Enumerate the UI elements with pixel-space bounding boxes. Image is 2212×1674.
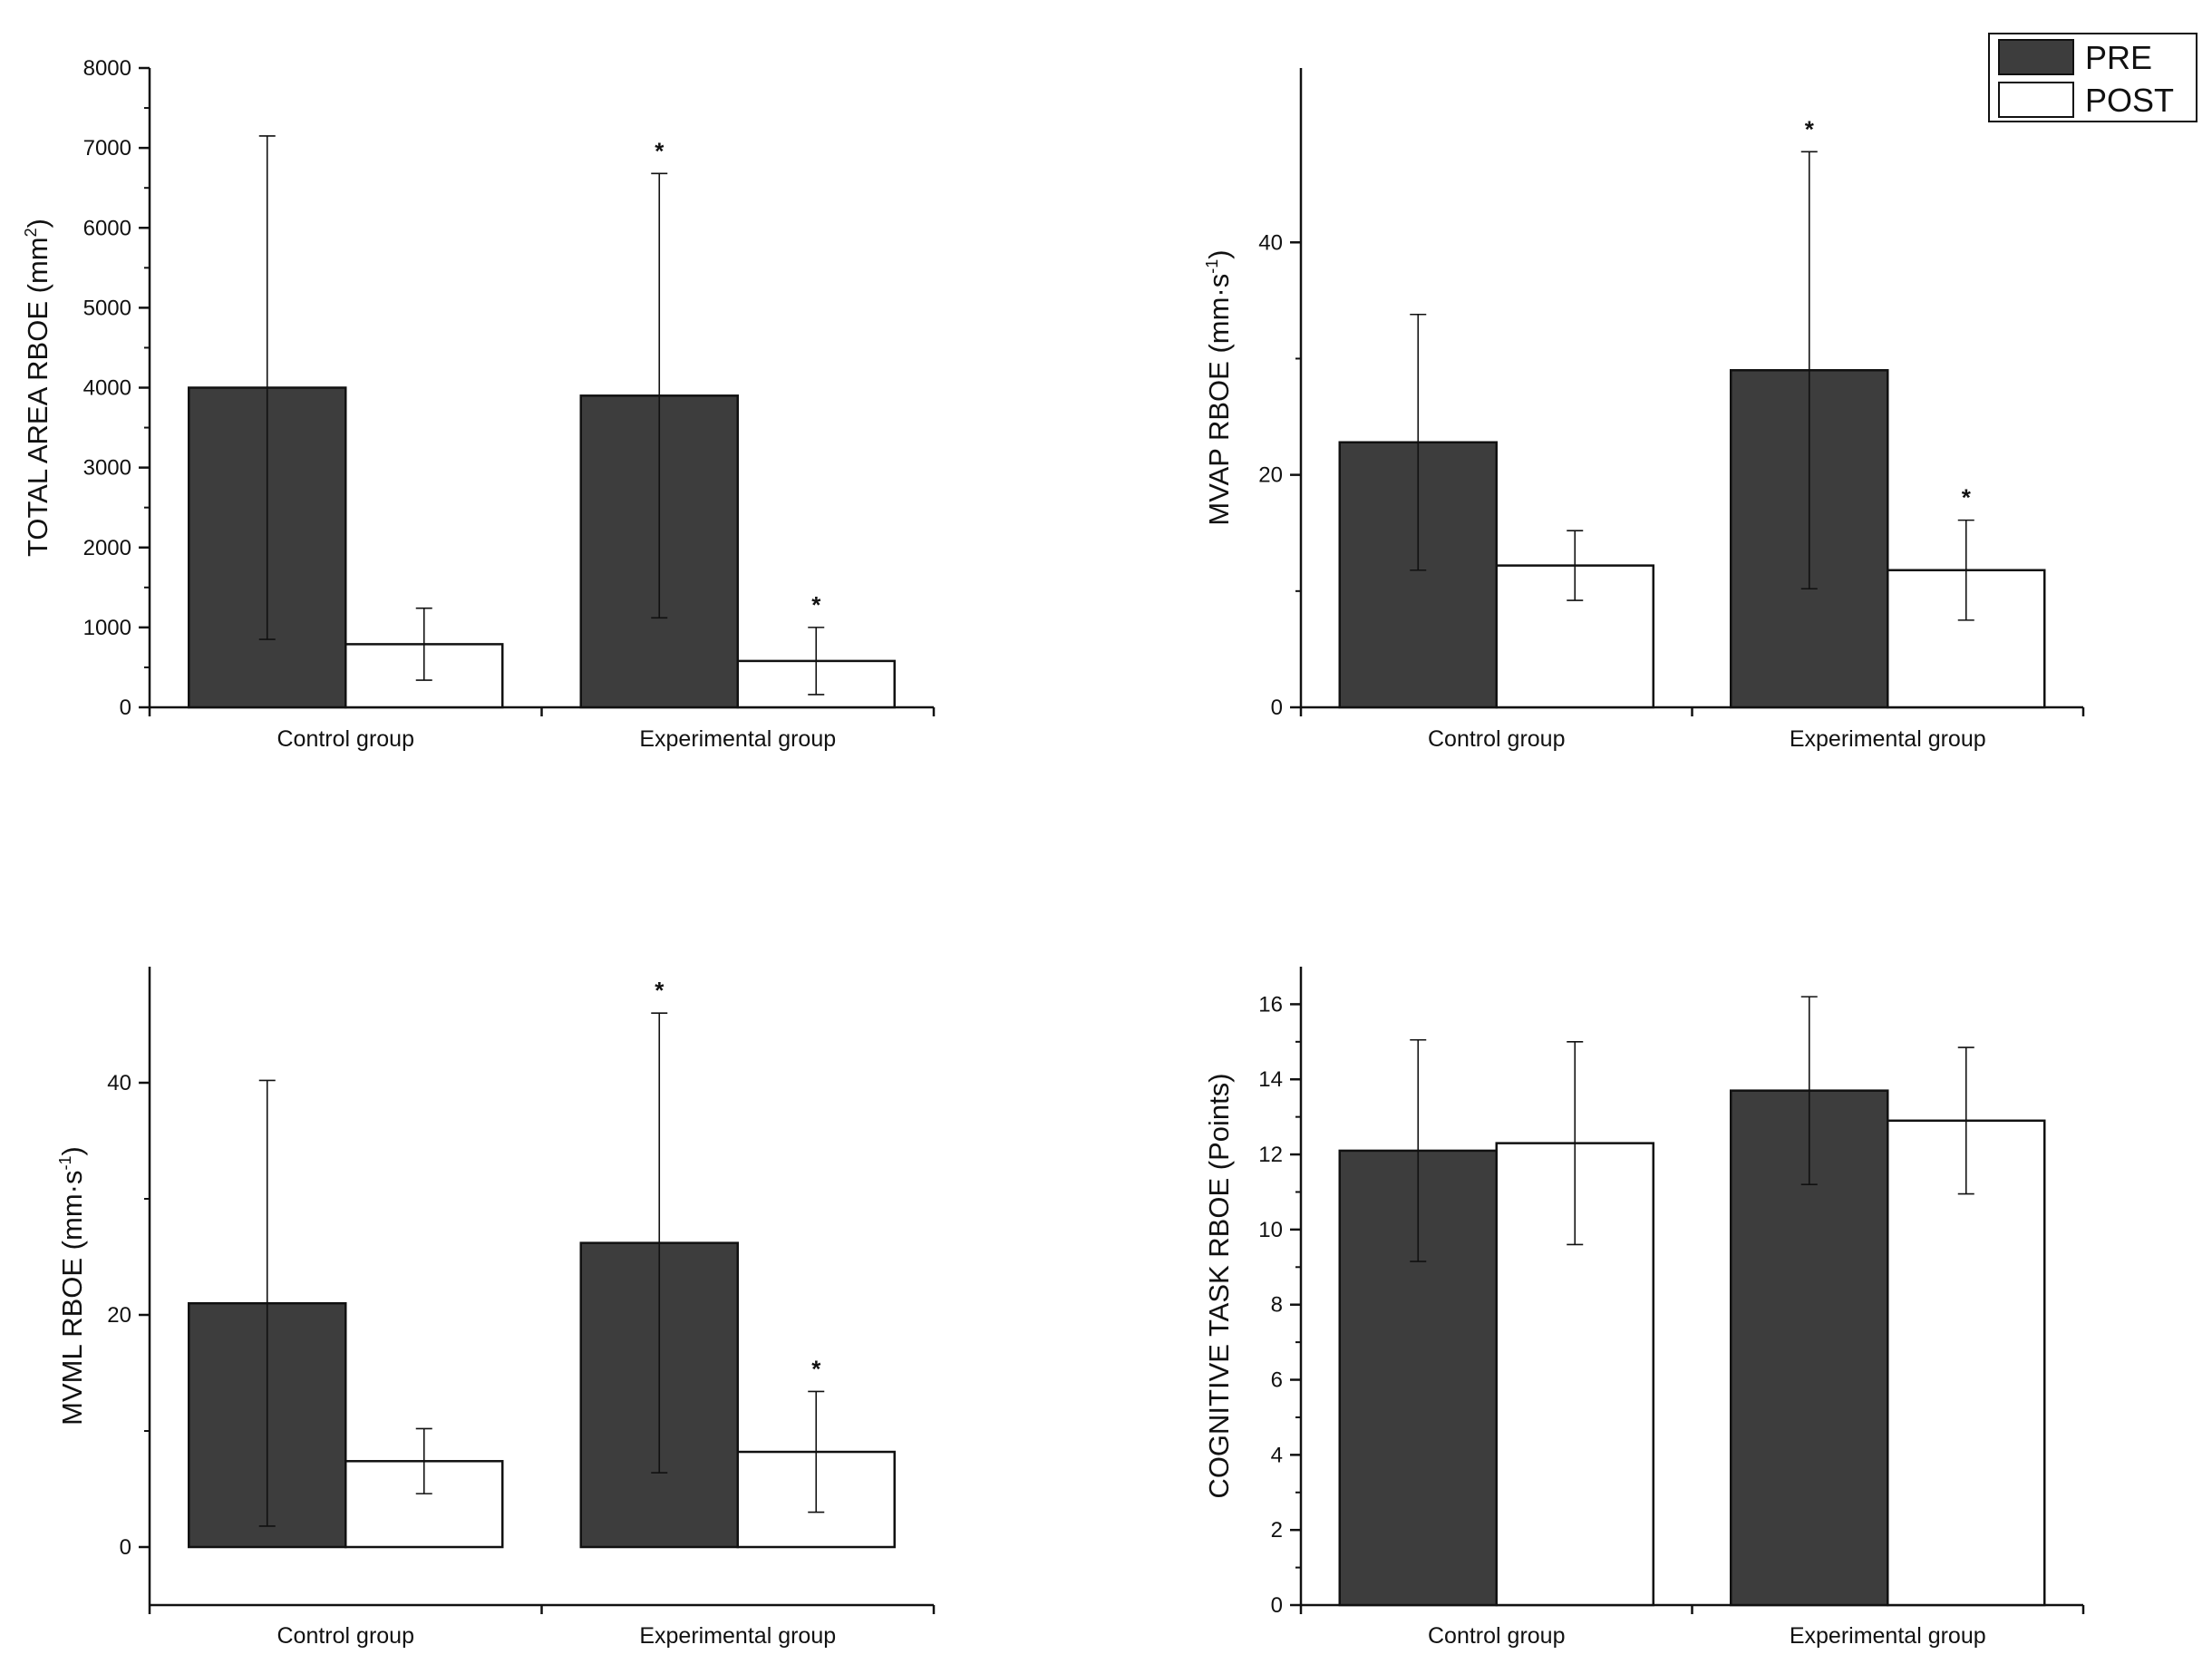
y-tick-label: 6 <box>1271 1368 1283 1393</box>
error-bar <box>651 1012 668 1474</box>
y-tick-label: 16 <box>1258 992 1283 1017</box>
error-bar <box>1410 1038 1427 1262</box>
error-bar <box>258 1079 276 1527</box>
y-tick-label: 0 <box>1271 1593 1283 1618</box>
y-tick-label: 10 <box>1258 1218 1283 1242</box>
error-bar <box>808 1390 825 1513</box>
error-bar <box>1800 996 1818 1185</box>
y-tick-label: 0 <box>120 1535 131 1560</box>
x-category-label: Experimental group <box>1790 726 1986 752</box>
y-axis-title: MVML RBOE (mm·s-1) <box>56 1146 88 1426</box>
y-tick-label: 14 <box>1258 1067 1283 1092</box>
y-tick-label: 20 <box>1258 463 1283 488</box>
legend-swatch-pre <box>1998 39 2074 75</box>
error-bar <box>651 172 668 619</box>
y-axis-title: COGNITIVE TASK RBOE (Points) <box>1203 1073 1235 1498</box>
error-bar <box>1410 313 1427 571</box>
y-tick-label: 20 <box>107 1303 131 1328</box>
x-category-label: Experimental group <box>1790 1623 1986 1649</box>
x-category-label: Control group <box>277 1623 414 1649</box>
y-tick-label: 2000 <box>83 536 131 560</box>
legend-label-pre: PRE <box>2085 39 2152 76</box>
chart-total-area: 0 1000 2000 3000 4000 5000 6000 7000 8000 Control… <box>22 56 936 752</box>
y-tick-label: 7000 <box>83 136 131 161</box>
error-bar <box>1957 1046 1974 1195</box>
y-tick-label: 2 <box>1271 1518 1283 1543</box>
significance-marker: * <box>655 977 665 1004</box>
x-category-label: Control group <box>1428 1623 1565 1649</box>
chart-mvml: 0 20 40 Control group * * Experimental group MV… <box>56 967 936 1649</box>
y-axis-title: MVAP RBOE (mm·s-1) <box>1203 249 1235 525</box>
x-category-label: Control group <box>1428 726 1565 752</box>
legend-label-post: POST <box>2085 82 2174 119</box>
significance-marker: * <box>1962 484 1972 511</box>
y-tick-label: 8 <box>1271 1293 1283 1318</box>
chart-cognitive: 0 2 4 6 8 10 12 14 16 Control group Experimental g… <box>1203 967 2085 1649</box>
error-bar <box>258 135 276 640</box>
y-tick-label: 0 <box>1271 696 1283 720</box>
x-category-label: Experimental group <box>639 1623 836 1649</box>
error-bar <box>808 627 825 696</box>
y-tick-label: 5000 <box>83 296 131 320</box>
y-tick-label: 40 <box>1258 230 1283 255</box>
y-axis-title: TOTAL AREA RBOE (mm2) <box>22 219 53 557</box>
x-category-label: Experimental group <box>639 726 836 752</box>
error-bar <box>1800 151 1818 590</box>
significance-marker: * <box>1805 115 1815 142</box>
error-bar <box>1567 530 1584 601</box>
chart-panels: 010002000300040005000600070008000Control… <box>22 56 2085 1649</box>
chart-mvap: 0 20 40 Control group * * Experimental group MV… <box>1203 68 2085 752</box>
y-tick-label: 3000 <box>83 456 131 481</box>
legend-swatch-post <box>1998 82 2074 118</box>
significance-marker: * <box>811 1355 821 1382</box>
y-tick-label: 4 <box>1271 1443 1283 1467</box>
y-tick-label: 0 <box>120 696 131 720</box>
legend: PRE POST <box>1988 33 2197 122</box>
y-tick-label: 4000 <box>83 376 131 401</box>
significance-marker: * <box>655 137 665 164</box>
x-category-label: Control group <box>277 726 414 752</box>
y-tick-label: 12 <box>1258 1143 1283 1167</box>
error-bar <box>415 1427 432 1494</box>
error-bar <box>1567 1041 1584 1246</box>
y-tick-label: 40 <box>107 1071 131 1095</box>
y-tick-label: 6000 <box>83 216 131 240</box>
significance-marker: * <box>811 591 821 618</box>
y-tick-label: 1000 <box>83 616 131 640</box>
error-bar <box>415 607 432 681</box>
error-bar <box>1957 519 1974 621</box>
y-tick-label: 8000 <box>83 56 131 81</box>
